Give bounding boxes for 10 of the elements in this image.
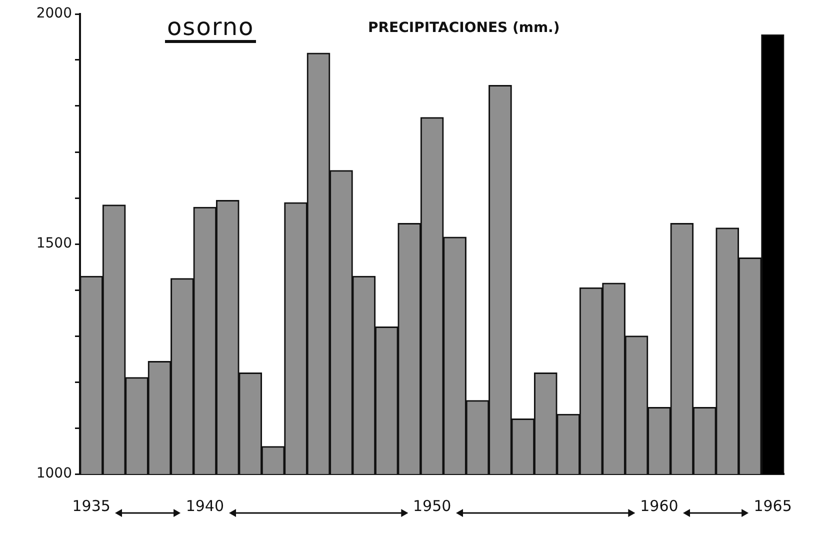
chart-title: osorno <box>165 13 256 43</box>
y-tick-label: 1000 <box>36 466 72 482</box>
chart-subtitle: PRECIPITACIONES (mm.) <box>368 20 560 36</box>
y-tick-label: 2000 <box>36 6 72 22</box>
x-tick-label: 1935 <box>72 496 110 515</box>
x-tick-label: 1965 <box>754 496 792 515</box>
x-tick-label: 1960 <box>640 496 678 515</box>
x-tick-label: 1940 <box>186 496 224 515</box>
x-tick-label: 1950 <box>412 496 452 515</box>
y-tick-label: 1500 <box>36 236 72 252</box>
